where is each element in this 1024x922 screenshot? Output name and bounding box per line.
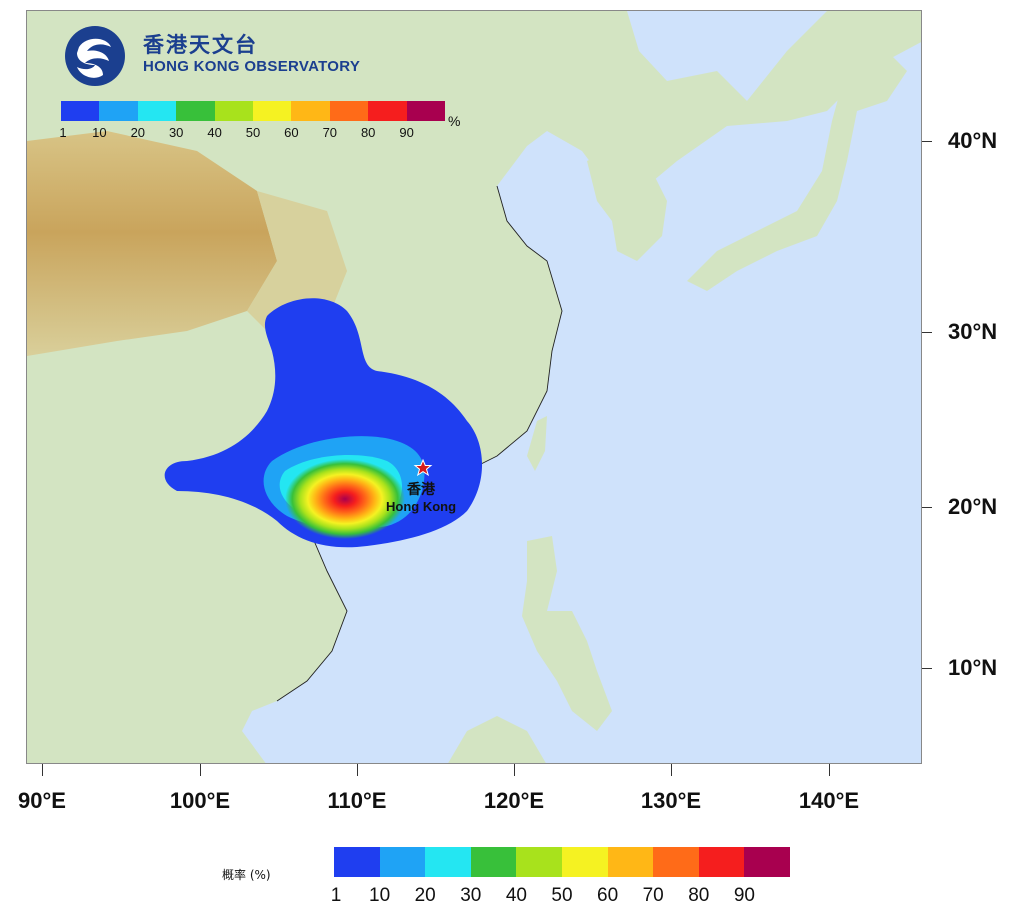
legend-swatch (329, 101, 369, 121)
legend-swatch (516, 847, 562, 877)
legend-swatch (291, 101, 330, 121)
legend-tick-label: 90 (399, 125, 414, 140)
lon-label-130e: 130°E (640, 788, 702, 813)
landmass-borneo (448, 716, 546, 763)
logo-name-en: HONG KONG OBSERVATORY (143, 58, 361, 75)
legend-swatch (368, 101, 407, 121)
legend-tick-label: 80 (360, 125, 376, 140)
logo-name-zh: 香港天文台 (143, 33, 258, 57)
lat-label-20n: 20°N (948, 494, 998, 519)
legend-bottom-title: 概率 (%) (222, 868, 271, 882)
lon-label-100e: 100°E (169, 788, 231, 813)
legend-tick-label: 40 (505, 885, 527, 906)
city-label-en: Hong Kong (386, 499, 457, 514)
city-label-zh: 香港 (407, 482, 435, 498)
legend-swatch (214, 101, 254, 121)
probability-core (285, 459, 405, 539)
legend-swatch (653, 847, 699, 877)
legend-tick-label: 10 (92, 125, 107, 140)
legend-tick-label: 60 (284, 125, 299, 140)
map-canvas (27, 11, 921, 763)
lat-tick (922, 507, 932, 508)
legend-tick-label: 50 (245, 125, 261, 140)
legend-tick-label: 80 (688, 885, 710, 906)
lon-tick (200, 764, 201, 776)
legend-tick-label: 1 (330, 885, 342, 906)
legend-swatch (698, 847, 745, 877)
legend-tick-label: 60 (597, 885, 619, 906)
legend-swatch (334, 847, 380, 877)
legend-top-ticks: 1 10 20 30 40 50 60 70 80 90 (59, 125, 481, 141)
legend-swatch (61, 101, 100, 121)
lon-tick (42, 764, 43, 776)
lat-label-40n: 40°N (948, 128, 998, 153)
legend-swatch (425, 847, 471, 877)
legend-tick-label: 20 (130, 125, 146, 140)
legend-bottom-colorbar (334, 847, 790, 877)
lon-label-140e: 140°E (798, 788, 860, 813)
landmass-korea (587, 141, 667, 261)
legend-swatch (253, 101, 292, 121)
landmass-philippines (522, 536, 612, 731)
landmass-sumatra (128, 741, 195, 763)
lat-tick (922, 332, 932, 333)
legend-swatch (379, 847, 426, 877)
landmass-japan (687, 51, 907, 291)
legend-tick-label: 30 (460, 885, 482, 906)
legend-tick-label: 30 (168, 125, 184, 140)
legend-swatch (99, 101, 138, 121)
legend-swatch (744, 847, 790, 877)
lat-label-30n: 30°N (948, 319, 998, 344)
lon-label-90e: 90°E (18, 788, 66, 813)
lon-tick (671, 764, 672, 776)
lat-tick (922, 141, 932, 142)
landmass-taiwan (527, 416, 547, 471)
legend-tick-label: 70 (322, 125, 338, 140)
lat-tick (922, 668, 932, 669)
legend-tick-label: 10 (369, 885, 391, 906)
legend-swatch (137, 101, 177, 121)
legend-swatch (176, 101, 215, 121)
lon-tick (829, 764, 830, 776)
legend-tick-label: 70 (642, 885, 664, 906)
legend-swatch (561, 847, 608, 877)
lon-label-110e: 110°E (327, 788, 387, 813)
lon-tick (357, 764, 358, 776)
legend-tick-label: 1 (59, 125, 67, 140)
legend-tick-label: 50 (551, 885, 573, 906)
legend-top-unit: % (448, 113, 461, 129)
map-panel[interactable]: 香港天文台 HONG KONG OBSERVATORY 1 10 20 30 40 50 6… (26, 10, 922, 764)
lon-tick (514, 764, 515, 776)
lon-label-120e: 120°E (483, 788, 545, 813)
legend-swatch (406, 101, 446, 121)
legend-swatch (607, 847, 654, 877)
tibetan-plateau (27, 131, 277, 356)
lat-label-10n: 10°N (948, 655, 998, 680)
legend-tick-label: 90 (733, 885, 755, 906)
legend-swatch (470, 847, 517, 877)
legend-tick-label: 40 (207, 125, 222, 140)
legend-top-colorbar (61, 101, 446, 121)
legend-tick-label: 20 (414, 885, 436, 906)
observatory-emblem-icon (65, 26, 125, 86)
red-star-icon[interactable] (413, 458, 433, 477)
observatory-logo: 香港天文台 HONG KONG OBSERVATORY (57, 25, 377, 87)
